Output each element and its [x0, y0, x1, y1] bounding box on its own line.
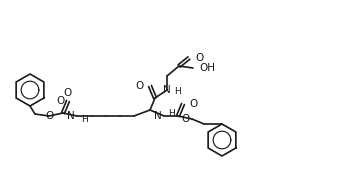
- Text: H: H: [168, 109, 175, 117]
- Text: O: O: [182, 114, 190, 124]
- Text: O: O: [57, 96, 65, 106]
- Text: N: N: [67, 111, 75, 121]
- Text: O: O: [45, 111, 53, 121]
- Text: O: O: [189, 99, 197, 109]
- Text: O: O: [195, 53, 203, 63]
- Text: H: H: [174, 88, 181, 96]
- Text: OH: OH: [199, 63, 215, 73]
- Text: N: N: [163, 85, 171, 95]
- Text: O: O: [136, 81, 144, 91]
- Text: H: H: [81, 115, 88, 123]
- Text: N: N: [154, 111, 162, 121]
- Text: O: O: [64, 88, 72, 98]
